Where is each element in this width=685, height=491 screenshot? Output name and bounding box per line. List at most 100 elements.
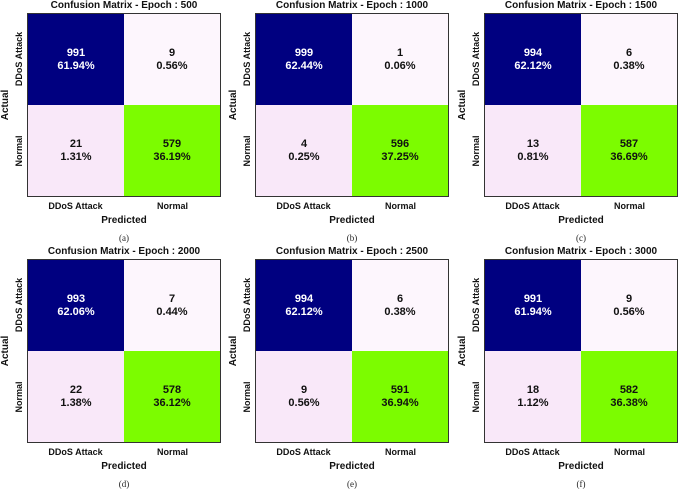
cell-percent: 61.94% [57, 59, 95, 72]
y-axis-label: Actual [457, 335, 468, 367]
cell-count: 999 [294, 46, 314, 59]
cell-count: 7 [168, 292, 176, 305]
x-tick-label: DDoS Attack [276, 201, 331, 211]
x-tick-label: Normal [384, 201, 416, 211]
panel-caption: (a) [119, 233, 129, 243]
y-axis-label: Actual [0, 335, 11, 367]
panel-caption: (f) [576, 479, 586, 489]
cell-percent: 0.06% [384, 59, 416, 72]
cell-percent: 1.38% [60, 396, 92, 409]
matrix-cell: 18 1.12% [485, 351, 581, 442]
matrix-cell: 596 37.25% [352, 105, 448, 196]
x-tick-label: Normal [156, 201, 188, 211]
cell-count: 9 [168, 46, 176, 59]
cell-percent: 1.12% [517, 396, 549, 409]
matrix-cell: 1 0.06% [352, 14, 448, 105]
confusion-matrix-panel: Confusion Matrix - Epoch : 500 991 61.94% 9… [0, 0, 228, 245]
panel-title: Confusion Matrix - Epoch : 3000 [504, 246, 658, 257]
cell-count: 21 [69, 137, 83, 150]
cell-percent: 62.44% [285, 59, 323, 72]
matrix-cell: 4 0.25% [256, 105, 352, 196]
matrix-cell: 994 62.12% [256, 260, 352, 351]
x-tick-label: DDoS Attack [48, 447, 103, 457]
cell-percent: 0.38% [613, 59, 645, 72]
cell-percent: 62.12% [285, 305, 323, 318]
y-tick-label: DDoS Attack [14, 277, 24, 333]
x-tick-label: Normal [156, 447, 188, 457]
y-tick-label: DDoS Attack [242, 277, 252, 333]
cell-count: 994 [523, 46, 543, 59]
cell-percent: 0.56% [613, 305, 645, 318]
cell-count: 587 [619, 137, 639, 150]
matrix-cell: 9 0.56% [124, 14, 220, 105]
x-axis-label: Predicted [329, 215, 375, 226]
y-tick-label: Normal [242, 381, 252, 413]
x-tick-label: Normal [613, 447, 645, 457]
panel-title: Confusion Matrix - Epoch : 500 [50, 0, 198, 11]
confusion-matrix-panel: Confusion Matrix - Epoch : 2000 993 62.06%… [0, 246, 228, 491]
matrix-grid: 991 61.94% 9 0.56% 21 1.31% 579 36.19% [27, 13, 221, 197]
cell-percent: 0.56% [156, 59, 188, 72]
cell-count: 13 [526, 137, 540, 150]
x-axis-label: Predicted [329, 461, 375, 472]
matrix-cell: 21 1.31% [28, 105, 124, 196]
cell-percent: 36.94% [381, 396, 419, 409]
matrix-grid: 994 62.12% 6 0.38% 13 0.81% 587 36.69% [484, 13, 678, 197]
matrix-grid: 991 61.94% 9 0.56% 18 1.12% 582 36.38% [484, 259, 678, 443]
confusion-matrix-panel: Confusion Matrix - Epoch : 1500 994 62.12%… [457, 0, 685, 245]
panel-title: Confusion Matrix - Epoch : 1000 [275, 0, 429, 11]
cell-count: 9 [300, 383, 308, 396]
matrix-cell: 579 36.19% [124, 105, 220, 196]
cell-count: 591 [390, 383, 410, 396]
matrix-cell: 578 36.12% [124, 351, 220, 442]
cell-percent: 0.38% [384, 305, 416, 318]
y-tick-label: Normal [471, 381, 481, 413]
cell-count: 582 [619, 383, 639, 396]
confusion-matrix-panel: Confusion Matrix - Epoch : 1000 999 62.44%… [228, 0, 456, 245]
matrix-cell: 22 1.38% [28, 351, 124, 442]
y-axis-label: Actual [0, 89, 11, 121]
panel-title: Confusion Matrix - Epoch : 1500 [504, 0, 658, 11]
y-tick-label: Normal [471, 135, 481, 167]
matrix-cell: 582 36.38% [581, 351, 677, 442]
y-tick-label: DDoS Attack [471, 31, 481, 87]
cell-count: 993 [66, 292, 86, 305]
matrix-grid: 999 62.44% 1 0.06% 4 0.25% 596 37.25% [255, 13, 449, 197]
confusion-matrix-panel: Confusion Matrix - Epoch : 2500 994 62.12%… [228, 246, 456, 491]
y-tick-label: Normal [14, 381, 24, 413]
panel-caption: (b) [346, 233, 358, 243]
cell-percent: 61.94% [514, 305, 552, 318]
cell-count: 1 [396, 46, 404, 59]
confusion-matrix-panel: Confusion Matrix - Epoch : 3000 991 61.94%… [457, 246, 685, 491]
x-tick-label: DDoS Attack [48, 201, 103, 211]
cell-count: 18 [526, 383, 540, 396]
matrix-cell: 13 0.81% [485, 105, 581, 196]
y-tick-label: DDoS Attack [471, 277, 481, 333]
matrix-cell: 591 36.94% [352, 351, 448, 442]
cell-percent: 36.69% [610, 150, 648, 163]
x-axis-label: Predicted [101, 215, 147, 226]
cell-percent: 62.12% [514, 59, 552, 72]
cell-count: 4 [300, 137, 308, 150]
cell-count: 9 [625, 292, 633, 305]
cell-count: 994 [294, 292, 314, 305]
panel-caption: (e) [347, 479, 357, 489]
cell-count: 991 [66, 46, 86, 59]
cell-percent: 62.06% [57, 305, 95, 318]
cell-percent: 37.25% [381, 150, 419, 163]
cell-count: 6 [625, 46, 633, 59]
cell-percent: 0.44% [156, 305, 188, 318]
cell-percent: 36.19% [153, 150, 191, 163]
cell-count: 579 [162, 137, 182, 150]
matrix-cell: 7 0.44% [124, 260, 220, 351]
cell-percent: 0.56% [288, 396, 320, 409]
matrix-cell: 993 62.06% [28, 260, 124, 351]
cell-percent: 0.81% [517, 150, 549, 163]
matrix-cell: 994 62.12% [485, 14, 581, 105]
matrix-cell: 6 0.38% [581, 14, 677, 105]
matrix-grid: 993 62.06% 7 0.44% 22 1.38% 578 36.12% [27, 259, 221, 443]
cell-count: 22 [69, 383, 83, 396]
matrix-grid: 994 62.12% 6 0.38% 9 0.56% 591 36.94% [255, 259, 449, 443]
panel-title: Confusion Matrix - Epoch : 2000 [47, 246, 201, 257]
